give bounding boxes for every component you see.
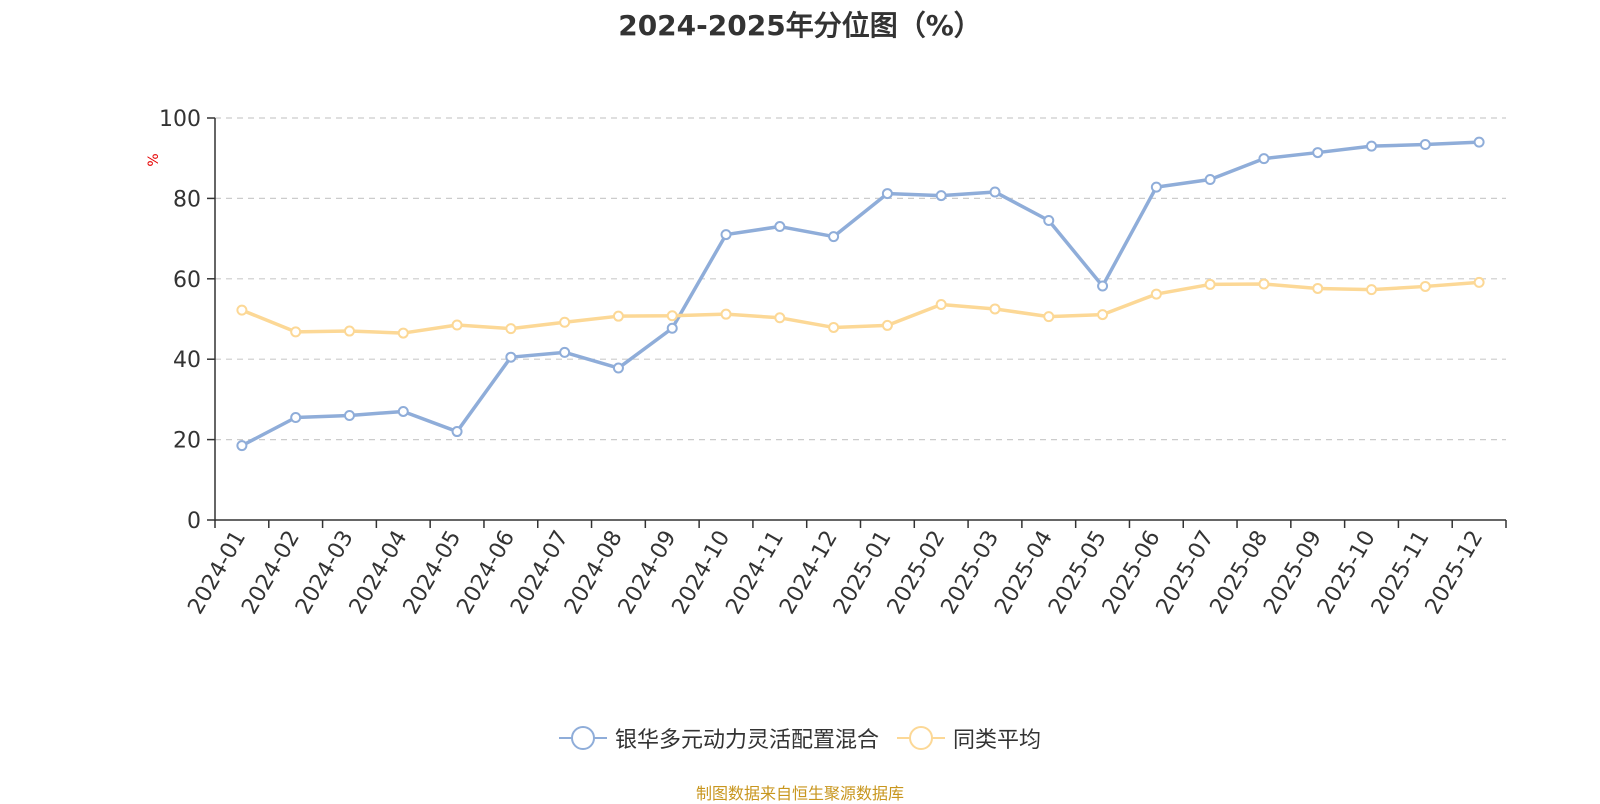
data-point (828, 321, 840, 333)
grid-lines (215, 117, 1506, 441)
data-point (397, 405, 409, 417)
data-point (559, 346, 571, 358)
data-point (1258, 278, 1270, 290)
data-point (1366, 140, 1378, 152)
data-point (666, 322, 678, 334)
y-tick-label: 20 (173, 429, 201, 454)
data-point (1473, 136, 1485, 148)
chart-title: 2024-2025年分位图（%） (618, 9, 982, 42)
data-point (1097, 280, 1109, 292)
data-point (1150, 288, 1162, 300)
data-point (1473, 276, 1485, 288)
series-line-1 (241, 140, 1480, 448)
data-point (290, 326, 302, 338)
y-tick-label: 100 (159, 107, 201, 132)
data-point (935, 299, 947, 311)
data-point (881, 188, 893, 200)
legend-label: 同类平均 (953, 728, 1042, 753)
data-point (1204, 174, 1216, 186)
data-point (1312, 147, 1324, 159)
data-point (720, 308, 732, 320)
series-line-2 (241, 280, 1480, 335)
data-point (1419, 139, 1431, 151)
y-tick-label: 80 (173, 187, 201, 212)
data-point (451, 426, 463, 438)
data-point (505, 323, 517, 335)
data-point (828, 231, 840, 243)
data-point (1258, 153, 1270, 165)
data-point (612, 310, 624, 322)
data-point (612, 362, 624, 374)
data-point (343, 325, 355, 337)
data-point (1043, 311, 1055, 323)
data-point (989, 186, 1001, 198)
data-point (1043, 215, 1055, 227)
legend-label: 银华多元动力灵活配置混合 (614, 728, 879, 753)
source-note: 制图数据来自恒生聚源数据库 (695, 784, 904, 803)
data-point (666, 310, 678, 322)
legend-marker-icon (897, 726, 945, 750)
series-lines (236, 136, 1485, 452)
data-point (290, 411, 302, 423)
data-point (935, 190, 947, 202)
legend-item-series-2[interactable]: 同类平均 (897, 722, 1041, 754)
data-point (343, 409, 355, 421)
data-point (1097, 309, 1109, 321)
data-point (774, 221, 786, 233)
data-point (881, 319, 893, 331)
data-point (720, 229, 732, 241)
y-tick-label: 40 (173, 348, 201, 373)
data-point (1366, 284, 1378, 296)
data-point (236, 304, 248, 316)
data-point (505, 351, 517, 363)
data-point (1204, 278, 1216, 290)
data-point (1150, 181, 1162, 193)
data-point (236, 440, 248, 452)
data-point (1419, 280, 1431, 292)
legend-item-series-1[interactable]: 银华多元动力灵活配置混合 (558, 722, 879, 754)
legend-marker-icon (558, 726, 607, 750)
data-point (451, 319, 463, 331)
data-point (774, 312, 786, 324)
y-tick-label: 60 (173, 268, 201, 293)
data-point (559, 316, 571, 328)
axes: 0204060801002024-012024-022024-032024-04… (159, 107, 1507, 619)
data-point (989, 303, 1001, 315)
data-point (1312, 282, 1324, 294)
legend: 银华多元动力灵活配置混合 同类平均 (0, 722, 1600, 754)
y-tick-label: 0 (187, 509, 201, 534)
y-axis-label: % (146, 153, 162, 166)
data-point (397, 327, 409, 339)
